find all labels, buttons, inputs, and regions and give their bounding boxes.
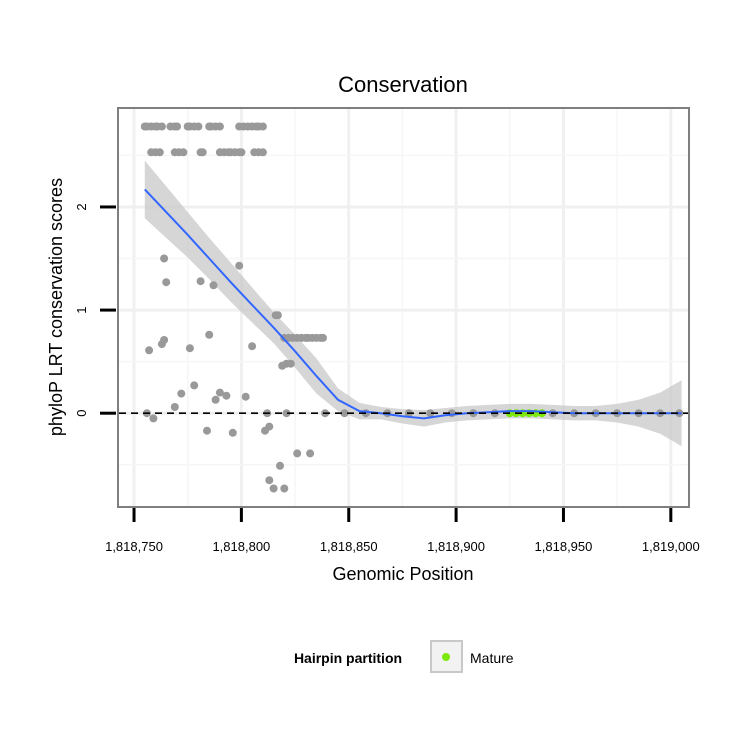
x-axis: 1,818,750 1,818,800 1,818,850 1,818,900 1,81… xyxy=(105,508,700,554)
y-tick-label: 1 xyxy=(74,306,89,313)
legend-title: Hairpin partition xyxy=(294,650,402,666)
data-point xyxy=(194,122,203,131)
data-point xyxy=(185,344,194,353)
x-tick-label: 1,819,000 xyxy=(642,539,700,554)
confidence-band-area xyxy=(144,160,682,447)
legend-mature-label: Mature xyxy=(470,650,514,666)
data-point xyxy=(258,122,267,131)
data-point xyxy=(157,122,166,131)
chart-title: Conservation xyxy=(338,72,468,97)
legend: Hairpin partition Mature xyxy=(294,640,514,673)
data-point xyxy=(265,476,274,485)
data-point xyxy=(306,449,315,458)
x-tick-label: 1,818,950 xyxy=(535,539,593,554)
data-point xyxy=(273,311,282,320)
data-point xyxy=(222,391,231,400)
data-point xyxy=(215,122,224,131)
data-point xyxy=(426,409,435,418)
y-axis-label: phyloP LRT conservation scores xyxy=(46,178,66,436)
plot-frame xyxy=(117,107,690,508)
y-axis: 0 1 2 xyxy=(74,203,116,417)
data-point xyxy=(145,346,154,355)
data-point xyxy=(173,122,181,131)
data-point xyxy=(241,392,250,401)
y-tick-label: 0 xyxy=(74,410,89,417)
data-point xyxy=(205,330,214,339)
x-tick-label: 1,818,800 xyxy=(212,539,270,554)
data-point xyxy=(293,449,302,458)
data-point xyxy=(286,359,295,368)
data-point xyxy=(340,409,349,418)
data-point xyxy=(215,388,224,397)
data-point xyxy=(198,148,207,157)
data-point xyxy=(177,389,186,398)
x-tick-label: 1,818,750 xyxy=(105,539,163,554)
smooth-line-path xyxy=(144,188,682,420)
data-point xyxy=(196,277,205,286)
data-point xyxy=(269,484,278,493)
smooth-line xyxy=(144,188,682,420)
data-point xyxy=(319,333,327,342)
data-points xyxy=(140,122,684,493)
data-point xyxy=(280,484,289,493)
data-point xyxy=(209,281,218,290)
data-point xyxy=(179,148,188,157)
data-point xyxy=(149,414,158,423)
data-point xyxy=(162,278,171,287)
grid-lines xyxy=(119,109,688,506)
data-point xyxy=(248,342,257,351)
data-point xyxy=(228,428,237,437)
x-tick-label: 1,818,900 xyxy=(427,539,485,554)
data-point xyxy=(211,395,220,404)
data-point xyxy=(203,426,211,435)
data-point xyxy=(157,340,166,349)
confidence-band xyxy=(144,160,682,447)
data-point xyxy=(258,148,267,157)
data-point xyxy=(282,409,291,418)
x-tick-label: 1,818,850 xyxy=(320,539,378,554)
data-point xyxy=(235,261,244,270)
data-point xyxy=(155,148,164,157)
data-point xyxy=(237,148,246,157)
data-point xyxy=(160,254,169,263)
data-point xyxy=(276,461,284,470)
x-axis-label: Genomic Position xyxy=(332,564,473,584)
data-point xyxy=(261,426,269,435)
data-point xyxy=(170,403,179,411)
y-tick-label: 2 xyxy=(74,203,89,210)
legend-mature-marker xyxy=(442,653,450,661)
data-point xyxy=(190,381,199,390)
